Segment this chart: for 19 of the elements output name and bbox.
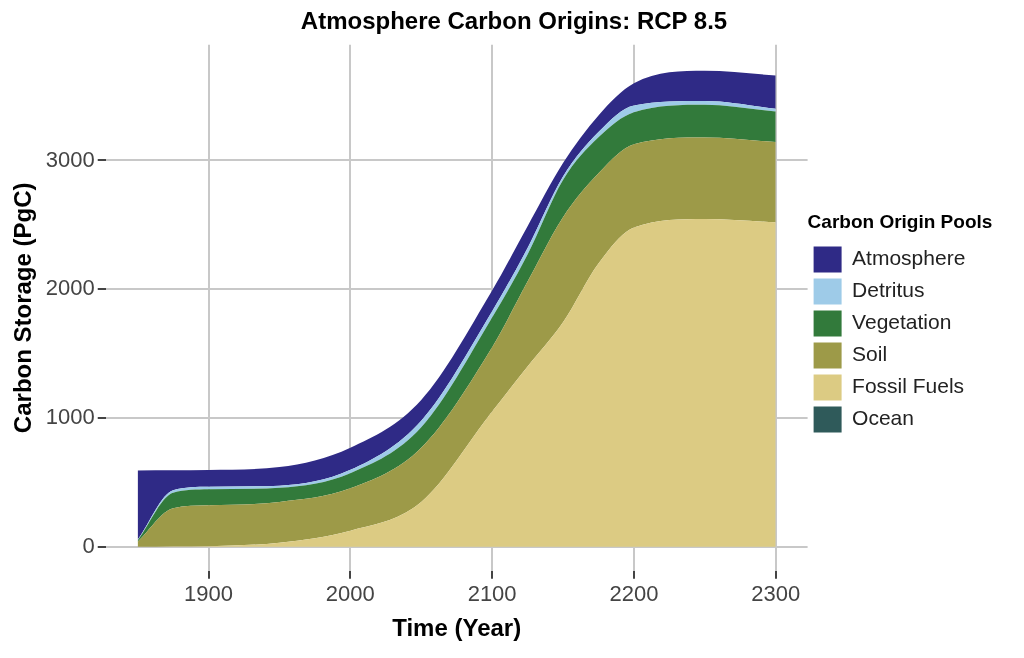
chart-title: Atmosphere Carbon Origins: RCP 8.5 xyxy=(300,7,728,35)
y-tick-label: 3000 xyxy=(45,146,95,172)
x-tick-label: 2000 xyxy=(325,581,375,607)
y-tick-label: 1000 xyxy=(45,404,95,430)
x-tick-label: 1900 xyxy=(184,581,234,607)
x-tick-label: 2100 xyxy=(467,581,517,607)
legend-label: Ocean xyxy=(852,406,961,430)
y-axis-title: Carbon Storage (PgC) xyxy=(9,182,37,434)
legend-label: Atmosphere xyxy=(852,246,1013,270)
x-axis-title: Time (Year) xyxy=(392,614,522,642)
x-tick-label: 2200 xyxy=(609,581,659,607)
y-tick-label: 2000 xyxy=(45,275,95,301)
legend-label: Detritus xyxy=(852,278,972,302)
legend-title: Carbon Origin Pools xyxy=(807,211,993,233)
x-tick-label: 2300 xyxy=(751,581,801,607)
legend-label: Fossil Fuels xyxy=(852,374,1011,398)
y-tick-label: 0 xyxy=(82,532,95,558)
legend-label: Soil xyxy=(852,342,934,366)
legend-label: Vegetation xyxy=(852,310,999,334)
